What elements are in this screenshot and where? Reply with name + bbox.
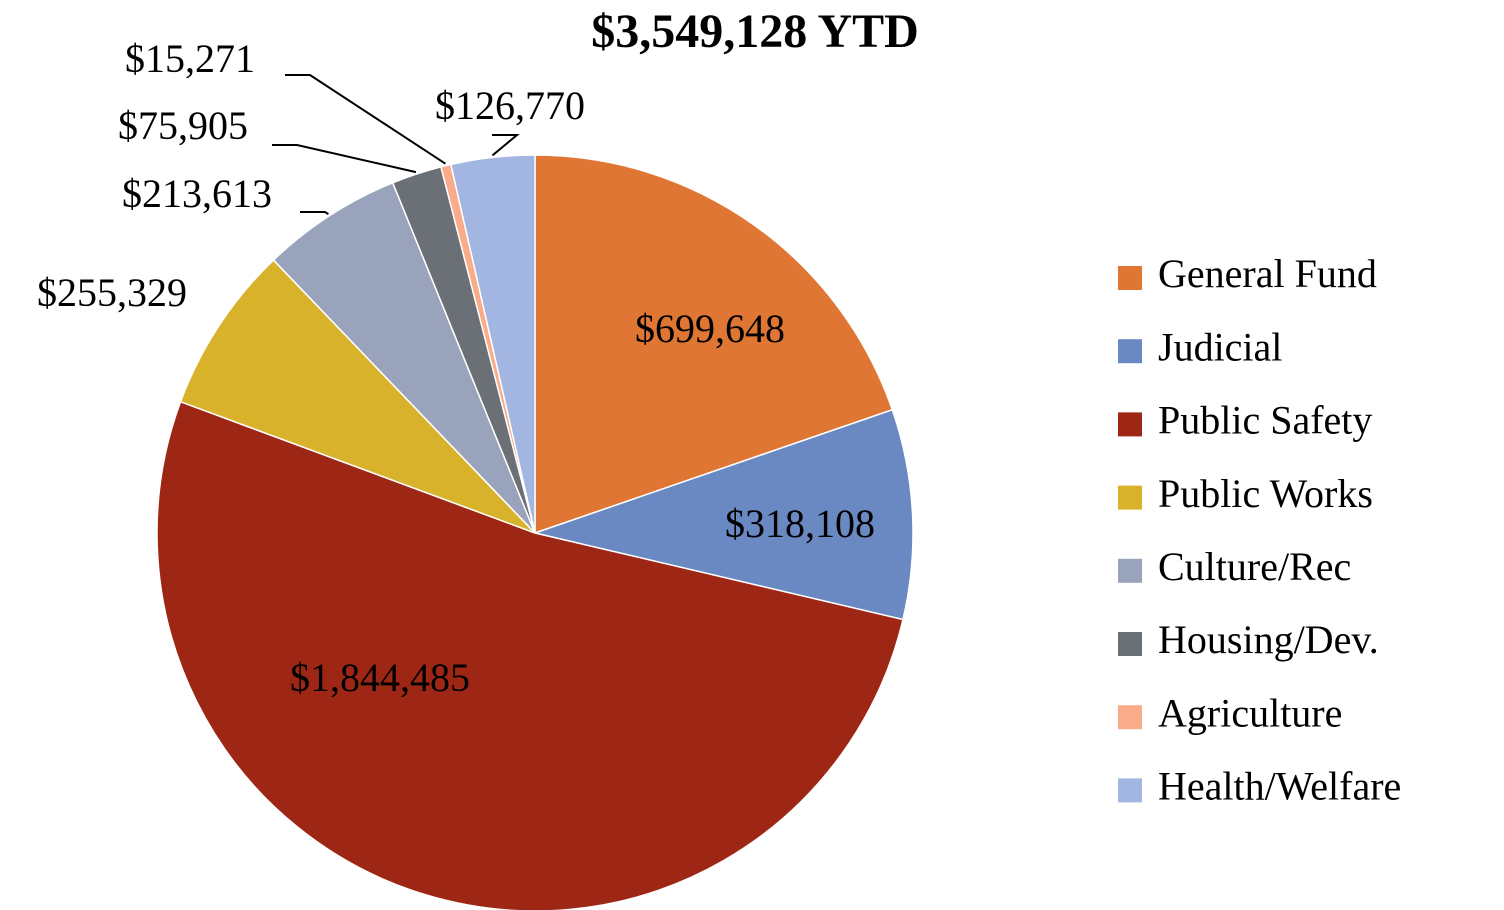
legend-swatch xyxy=(1118,632,1142,656)
legend-label: Public Safety xyxy=(1158,398,1372,443)
data-label: $255,329 xyxy=(37,270,187,315)
legend-swatch xyxy=(1118,485,1142,510)
legend-swatch xyxy=(1118,266,1142,290)
pie-slice xyxy=(156,400,904,910)
leader-line xyxy=(300,211,329,215)
legend-label: Culture/Rec xyxy=(1158,544,1351,589)
data-label: $15,271 xyxy=(125,36,255,81)
data-label: $75,905 xyxy=(118,103,248,148)
leader-line xyxy=(285,74,446,165)
data-label: $699,648 xyxy=(635,306,785,351)
legend-swatch xyxy=(1118,705,1142,730)
chart-title: $3,549,128 YTD xyxy=(591,5,919,58)
pie-slice xyxy=(534,154,894,535)
legend-label: Health/Welfare xyxy=(1158,764,1401,809)
leader-line xyxy=(491,134,520,157)
legend-label: Housing/Dev. xyxy=(1158,617,1379,662)
legend-swatch xyxy=(1118,778,1142,803)
legend-swatch xyxy=(1118,339,1142,364)
legend-swatch xyxy=(1118,412,1142,437)
legend-label: General Fund xyxy=(1158,251,1377,296)
pie-slice xyxy=(179,258,536,534)
leader-line xyxy=(272,144,417,174)
legend-swatch xyxy=(1118,558,1142,583)
data-label: $213,613 xyxy=(122,171,272,216)
data-label: $318,108 xyxy=(725,501,875,546)
legend-label: Judicial xyxy=(1158,324,1282,369)
legend-label: Agriculture xyxy=(1158,690,1342,735)
legend-label: Public Works xyxy=(1158,471,1373,516)
data-label: $126,770 xyxy=(435,83,585,128)
data-label: $1,844,485 xyxy=(290,655,470,700)
pie-slice xyxy=(449,154,536,534)
pie-slice xyxy=(272,181,536,534)
pie-slice xyxy=(532,408,914,621)
